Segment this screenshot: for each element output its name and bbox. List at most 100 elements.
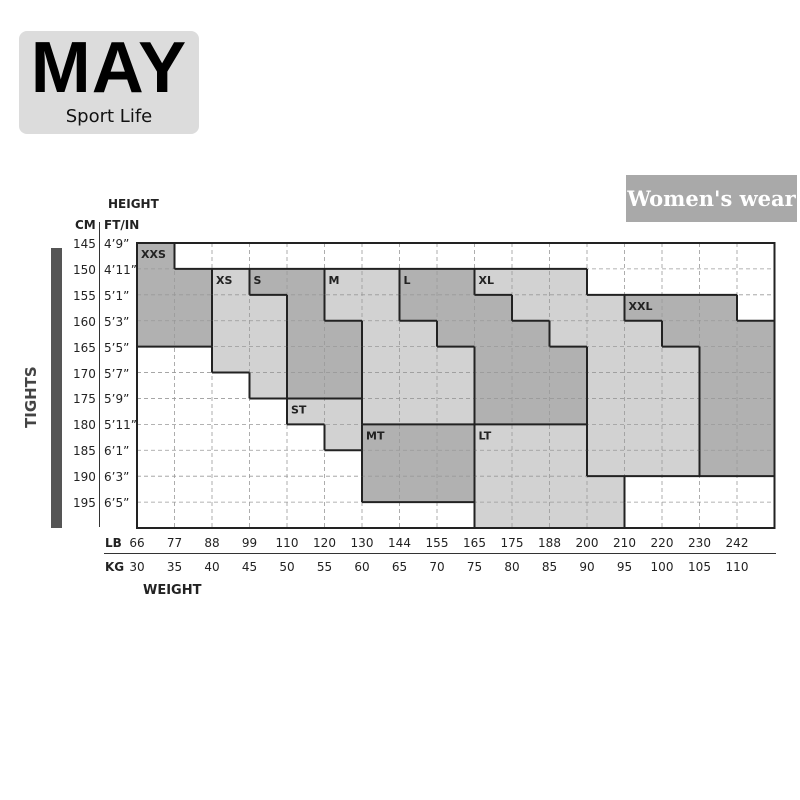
size-cell-l	[549, 372, 588, 399]
size-cell-xxl	[662, 320, 700, 348]
size-cell-m	[324, 294, 363, 322]
size-cell-xl	[624, 320, 663, 348]
kg-tick: 50	[279, 560, 295, 574]
ftin-tick: 6’1”	[104, 444, 130, 458]
size-cell-m	[437, 398, 475, 425]
size-cell-lt	[474, 450, 513, 477]
size-cell-xl	[587, 372, 625, 399]
kg-unit: KG	[105, 560, 125, 574]
lb-tick: 165	[463, 536, 486, 550]
size-cell-xxl	[737, 450, 775, 477]
size-cell-mt	[399, 424, 438, 451]
grid-frame	[136, 242, 776, 529]
kg-tick: 95	[616, 560, 633, 574]
cm-tick: 160	[73, 315, 96, 329]
size-cell-xs	[212, 268, 250, 296]
kg-tick: 105	[688, 560, 711, 574]
size-cell-xl	[474, 268, 513, 296]
size-cell-s	[324, 372, 363, 399]
size-cell-xxl	[737, 424, 775, 451]
size-cell-m	[324, 268, 363, 296]
size-cell-xl	[587, 294, 625, 322]
kg-tick: 70	[429, 560, 445, 574]
size-cell-xs	[249, 372, 288, 399]
size-cell-s	[249, 268, 288, 296]
size-cell-s	[287, 320, 325, 348]
size-cell-m	[362, 346, 400, 374]
size-cell-xl	[512, 268, 550, 296]
lb-tick: 188	[538, 536, 561, 550]
size-cell-xxl	[699, 424, 738, 451]
size-cell-xl	[662, 346, 700, 374]
kg-tick: 35	[166, 560, 183, 574]
size-cell-xxs	[174, 320, 213, 348]
size-cell-l	[437, 320, 475, 348]
kg-tick: 40	[204, 560, 220, 574]
size-cell-mt	[362, 450, 400, 477]
size-cell-xl	[662, 424, 700, 451]
ftin-tick: 5’9”	[104, 392, 130, 406]
size-cell-mt	[437, 424, 475, 451]
size-cell-xl	[549, 320, 588, 348]
cm-tick: 195	[73, 496, 96, 510]
size-cell-m	[362, 320, 400, 348]
size-cell-xl	[549, 294, 588, 322]
size-cell-st	[324, 424, 363, 451]
size-cell-s	[287, 268, 325, 296]
size-cell-xl	[624, 450, 663, 477]
ftin-tick: 4’11”	[104, 263, 137, 277]
size-cell-l	[474, 294, 513, 322]
size-cell-mt	[362, 424, 400, 451]
ftin-tick: 5’1”	[104, 289, 130, 303]
size-label: LT	[479, 429, 492, 442]
kg-tick: 80	[504, 560, 520, 574]
ftin-unit: FT/IN	[104, 218, 140, 232]
kg-tick: 75	[466, 560, 483, 574]
lb-tick: 230	[688, 536, 711, 550]
size-cell-mt	[399, 450, 438, 477]
lb-tick: 110	[275, 536, 299, 550]
ftin-tick: 6’3”	[104, 470, 130, 484]
size-cell-xl	[587, 398, 625, 425]
size-cell-l	[437, 294, 475, 322]
kg-tick: 55	[316, 560, 333, 574]
size-cell-lt	[549, 502, 588, 529]
cm-tick: 150	[73, 263, 96, 277]
size-cell-l	[512, 398, 550, 425]
size-cell-xs	[212, 320, 250, 348]
ftin-tick: 5’3”	[104, 315, 130, 329]
size-cell-xxl	[737, 372, 775, 399]
ftin-tick: 4’9”	[104, 237, 130, 251]
size-cell-xxs	[137, 320, 175, 348]
ftin-tick: 5’11”	[104, 418, 137, 432]
lb-tick: 175	[500, 536, 524, 550]
size-cell-l	[474, 346, 513, 374]
lb-tick: 120	[313, 536, 336, 550]
size-label: L	[404, 274, 411, 287]
kg-tick: 30	[129, 560, 145, 574]
size-cell-xl	[587, 424, 625, 451]
ftin-tick: 6’5”	[104, 496, 130, 510]
size-cell-lt	[549, 476, 588, 503]
size-cell-xl	[624, 372, 663, 399]
size-label: XL	[479, 274, 495, 287]
kg-tick: 60	[354, 560, 370, 574]
lb-tick: 200	[575, 536, 599, 550]
y-axis-title: HEIGHT	[108, 197, 159, 211]
cm-tick: 190	[73, 470, 96, 484]
lb-tick: 88	[204, 536, 220, 550]
cm-tick: 185	[73, 444, 96, 458]
ftin-tick: 5’7”	[104, 367, 130, 381]
lb-tick: 77	[166, 536, 183, 550]
unit-divider	[99, 222, 100, 527]
size-cell-xs	[212, 294, 250, 322]
size-cell-m	[437, 346, 475, 374]
size-cell-m	[399, 346, 438, 374]
size-cell-lt	[587, 502, 625, 529]
size-cell-xxs	[137, 243, 175, 270]
size-cell-xl	[549, 268, 588, 296]
x-axis-title: WEIGHT	[143, 583, 202, 598]
cm-tick: 165	[73, 341, 96, 355]
size-cell-xs	[249, 346, 288, 374]
